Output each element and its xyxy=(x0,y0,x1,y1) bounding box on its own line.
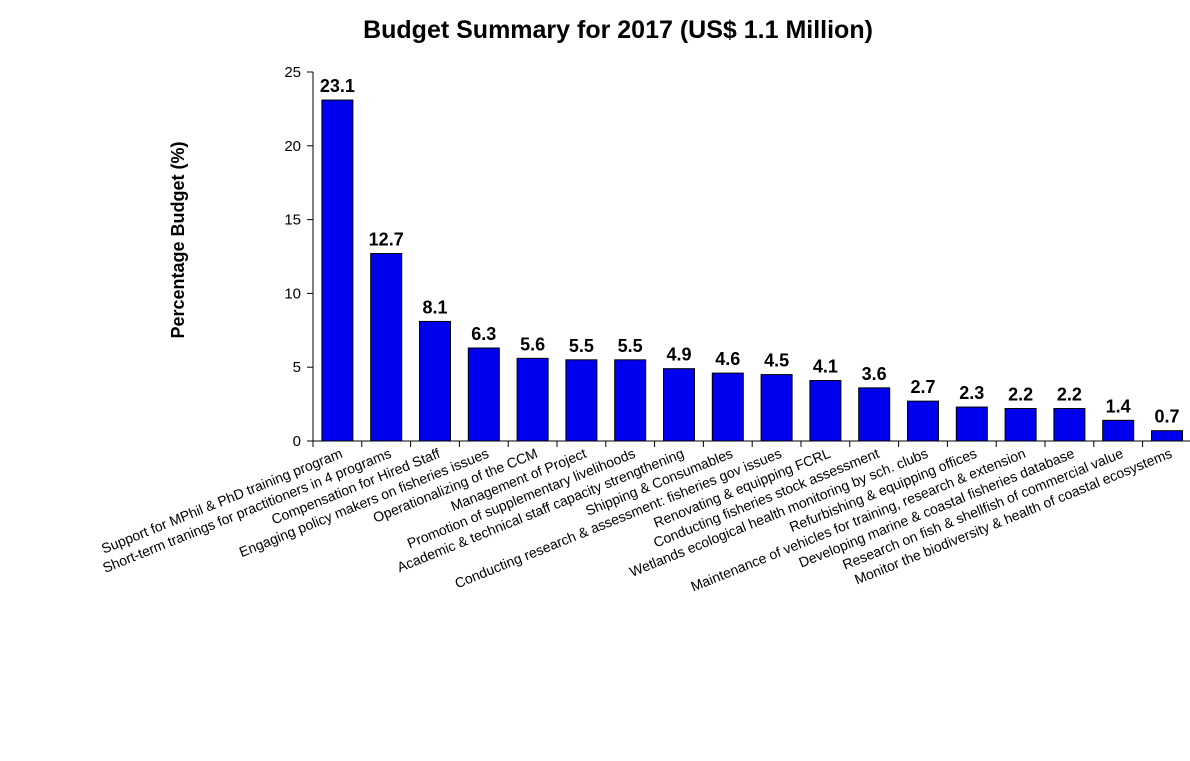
bar xyxy=(907,400,939,442)
bar xyxy=(467,347,500,442)
data-label: 5.5 xyxy=(618,336,643,356)
data-label: 2.7 xyxy=(910,377,935,397)
bar xyxy=(809,379,842,442)
data-label: 4.5 xyxy=(764,351,789,371)
bar xyxy=(955,406,988,442)
y-tick-label: 10 xyxy=(284,285,301,302)
y-tick-label: 25 xyxy=(284,64,301,81)
bar xyxy=(370,253,403,442)
data-label: 3.6 xyxy=(862,364,887,384)
data-label: 2.3 xyxy=(959,383,984,403)
data-label: 4.9 xyxy=(666,345,691,365)
data-label: 23.1 xyxy=(320,76,355,96)
data-label: 4.6 xyxy=(715,349,740,369)
bar xyxy=(1102,419,1135,442)
data-label: 1.4 xyxy=(1106,396,1131,416)
bar xyxy=(1004,408,1037,442)
data-label: 5.5 xyxy=(569,336,594,356)
bar xyxy=(711,372,744,442)
bar xyxy=(1151,430,1183,442)
data-label: 2.2 xyxy=(1057,385,1082,405)
bar xyxy=(858,387,891,442)
chart-title: Budget Summary for 2017 (US$ 1.1 Million… xyxy=(363,16,873,44)
data-label: 6.3 xyxy=(471,324,496,344)
bar xyxy=(565,359,598,442)
y-axis-label: Percentage Budget (%) xyxy=(168,141,188,338)
data-label: 5.6 xyxy=(520,334,545,354)
bar xyxy=(516,357,549,442)
bar xyxy=(321,99,354,442)
y-tick-label: 0 xyxy=(293,433,301,450)
bar xyxy=(663,368,695,442)
bar xyxy=(760,374,793,442)
y-tick-label: 5 xyxy=(293,359,301,376)
data-label: 12.7 xyxy=(369,230,404,250)
y-tick-label: 15 xyxy=(284,212,301,229)
data-label: 8.1 xyxy=(422,297,447,317)
data-label: 2.2 xyxy=(1008,385,1033,405)
y-tick-label: 20 xyxy=(284,138,301,155)
data-label: 4.1 xyxy=(813,356,838,376)
bar xyxy=(614,359,647,442)
bar xyxy=(419,320,451,442)
bar xyxy=(1053,408,1086,442)
data-label: 0.7 xyxy=(1154,407,1179,427)
